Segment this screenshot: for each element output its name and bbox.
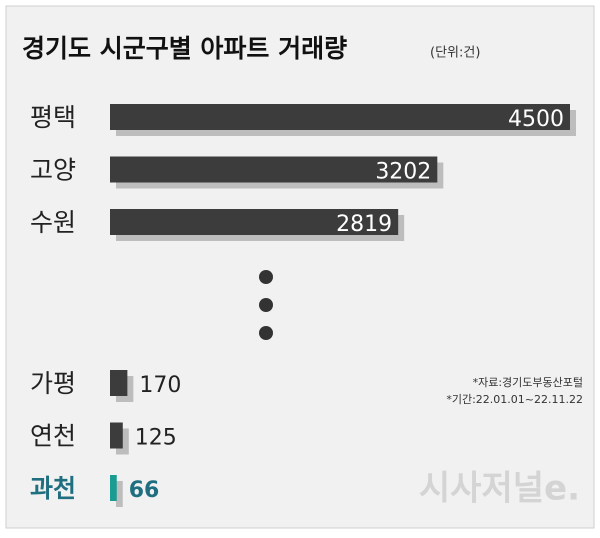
value-label: 4500 <box>508 107 564 132</box>
value-label: 66 <box>129 478 160 503</box>
note: *기간:22.01.01~22.11.22 <box>446 393 583 406</box>
category-label: 평택 <box>30 103 76 132</box>
bar <box>110 422 123 449</box>
category-label: 수원 <box>30 208 76 237</box>
watermark: 시사저널e. <box>419 469 580 509</box>
note: *자료:경기도부동산포털 <box>473 376 583 389</box>
bar <box>110 156 438 183</box>
chart-subtitle: (단위:건) <box>430 46 480 61</box>
category-label: 과천 <box>30 474 76 503</box>
value-label: 170 <box>139 373 181 398</box>
bar <box>110 104 570 130</box>
value-label: 3202 <box>375 160 431 185</box>
bar <box>110 475 117 501</box>
bar <box>110 209 399 235</box>
bar-shadow <box>116 481 123 507</box>
category-label: 고양 <box>30 156 76 185</box>
category-label: 가평 <box>30 369 76 398</box>
value-label: 125 <box>135 426 177 451</box>
chart-title: 경기도 시군구별 아파트 거래량 <box>22 34 347 63</box>
ellipsis-dot <box>259 326 273 340</box>
category-label: 연천 <box>30 422 76 451</box>
value-label: 2819 <box>336 212 392 237</box>
ellipsis-dot <box>259 298 273 312</box>
ellipsis-dot <box>259 270 273 284</box>
background <box>5 5 595 529</box>
bar <box>110 370 128 396</box>
